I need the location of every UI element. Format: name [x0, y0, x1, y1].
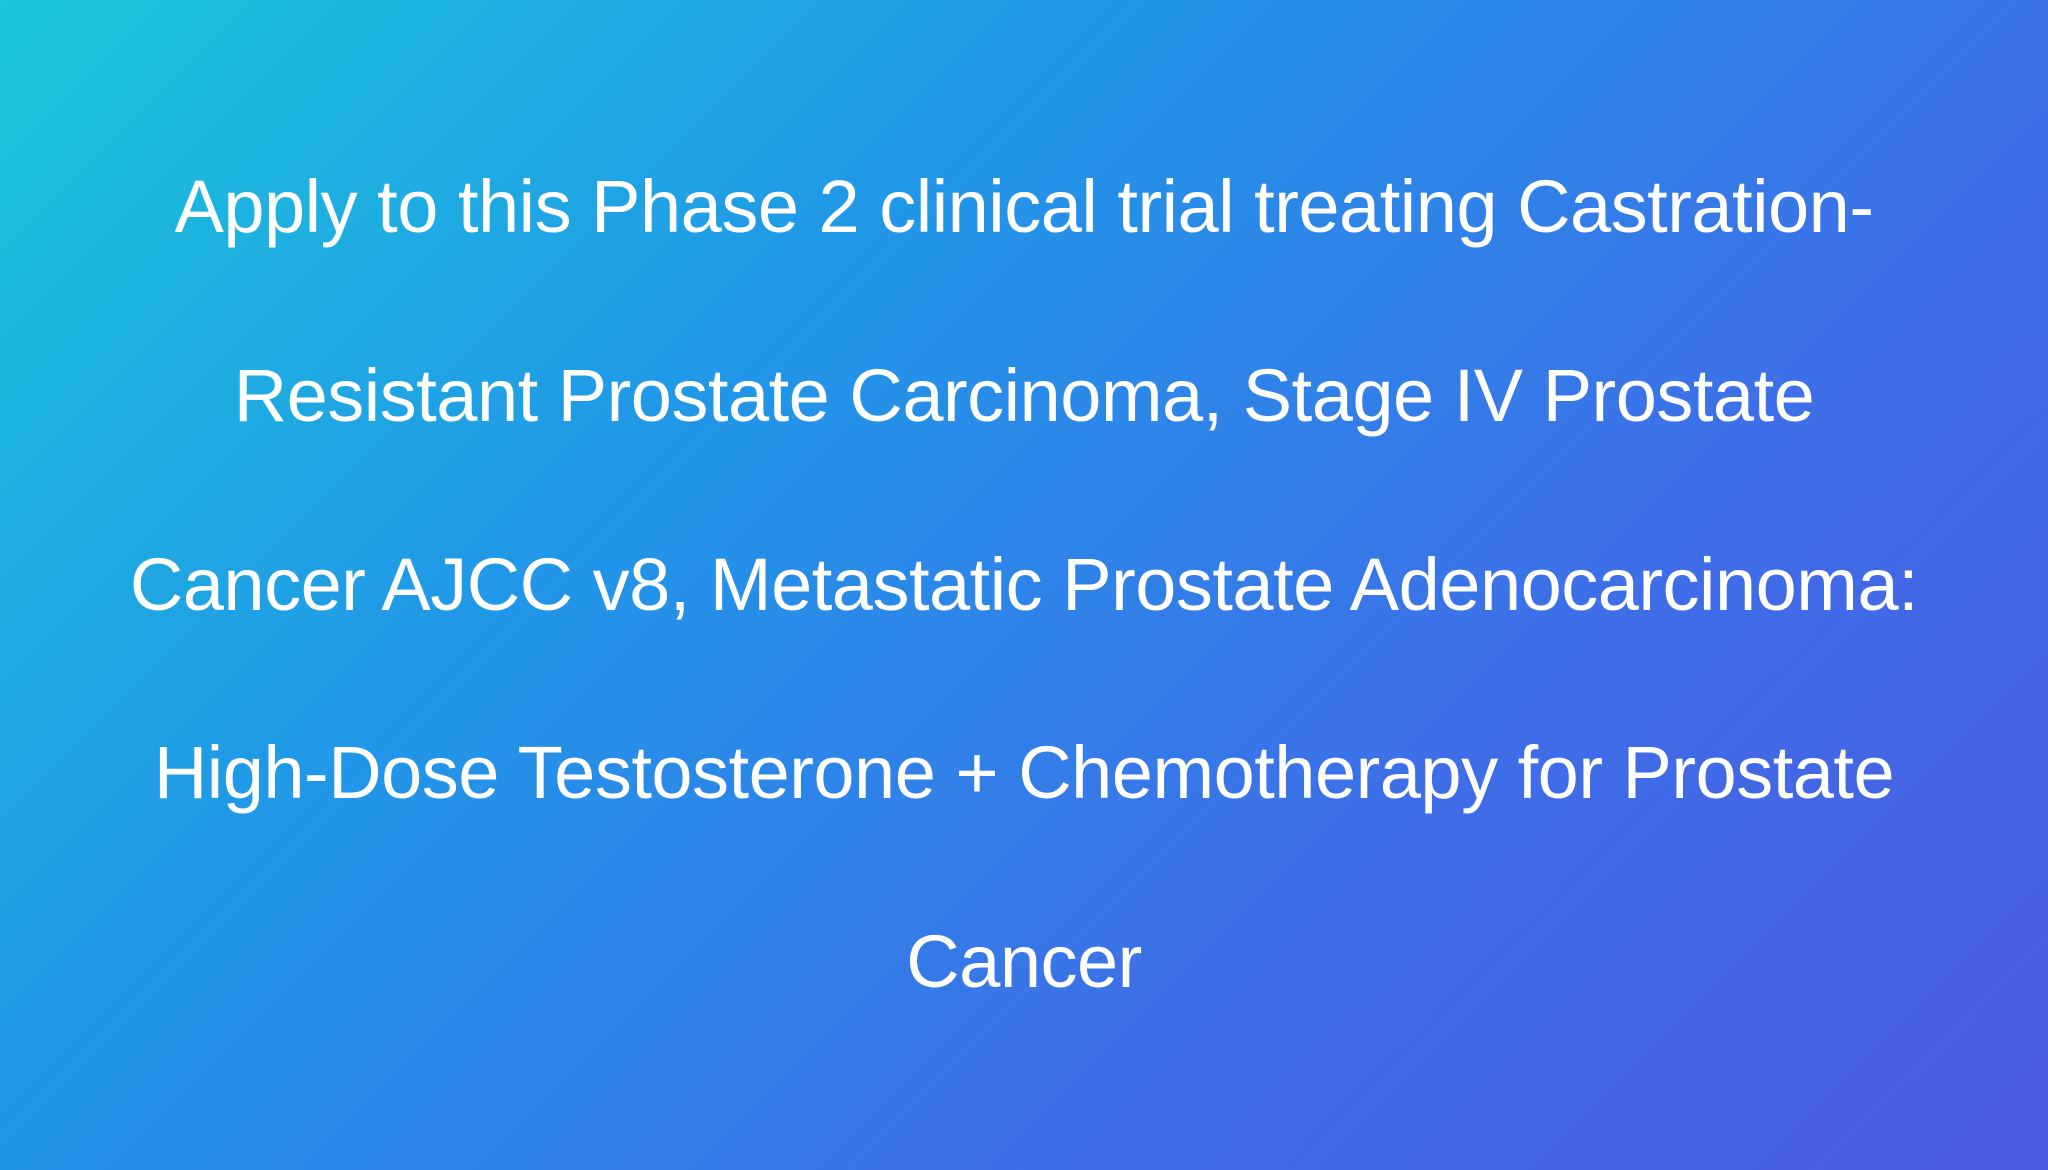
banner-container: Apply to this Phase 2 clinical trial tre… — [0, 0, 2048, 1170]
banner-text: Apply to this Phase 2 clinical trial tre… — [120, 113, 1928, 1056]
